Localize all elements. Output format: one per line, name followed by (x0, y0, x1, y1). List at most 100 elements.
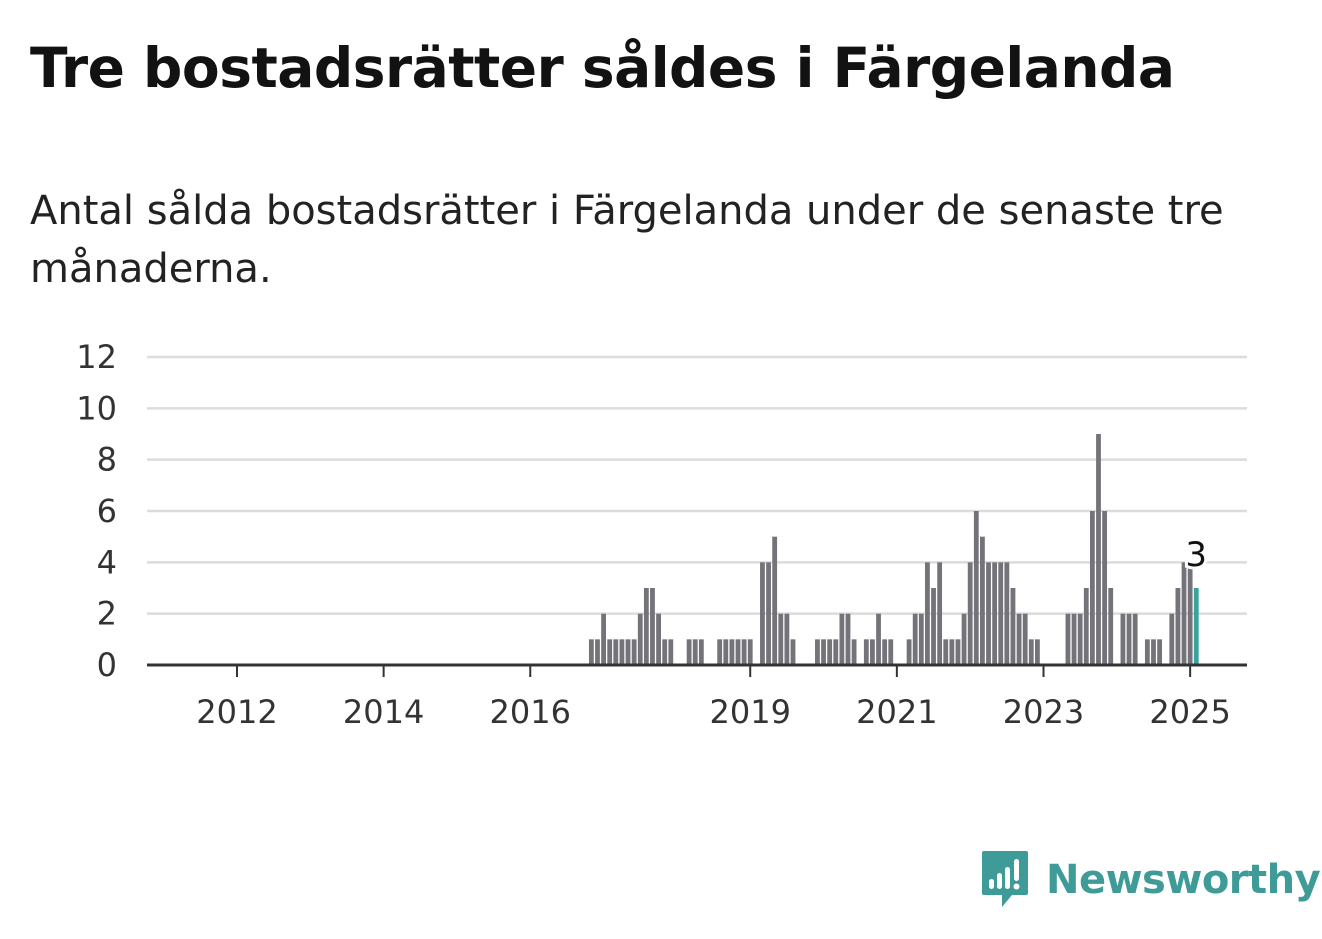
bar (833, 639, 839, 665)
bar (961, 613, 967, 665)
bar (973, 511, 979, 665)
y-tick-label: 0 (97, 646, 117, 684)
y-tick-label: 6 (97, 492, 117, 530)
bar (1157, 639, 1162, 665)
x-axis-ticks: 2012 2014 2016 2019 2021 2023 2025 (196, 665, 1231, 731)
bar (851, 639, 857, 665)
bar (1077, 613, 1083, 665)
newsworthy-logo-icon (982, 851, 1028, 907)
bar (717, 639, 723, 665)
x-tick-label: 2021 (856, 693, 937, 731)
bar (1181, 562, 1187, 665)
bars (588, 434, 1199, 665)
bar (1016, 613, 1022, 665)
bar (1022, 613, 1028, 665)
bar (668, 639, 674, 665)
bar (619, 639, 625, 665)
bar (876, 613, 881, 665)
bar (595, 639, 600, 665)
bar (643, 588, 649, 665)
bar (1108, 588, 1114, 665)
y-tick-label: 4 (97, 543, 117, 581)
y-tick-label: 8 (97, 441, 117, 479)
bar (741, 639, 747, 665)
x-tick-label: 2016 (490, 693, 571, 731)
bar (637, 613, 643, 665)
bar-highlight (1193, 588, 1199, 665)
bar (1028, 639, 1034, 665)
bar (729, 639, 735, 665)
bar (1175, 588, 1181, 665)
bar (698, 639, 704, 665)
bar (1083, 588, 1089, 665)
bar (766, 562, 771, 665)
bar (815, 639, 820, 665)
y-tick-label: 12 (76, 338, 117, 376)
y-axis-ticks: 0 2 4 6 8 10 12 (76, 338, 117, 684)
bar (931, 588, 936, 665)
x-tick-label: 2025 (1149, 693, 1230, 731)
chart-subtitle: Antal sålda bostadsrätter i Färgelanda u… (30, 188, 1224, 292)
bar (625, 639, 631, 665)
bar (735, 639, 741, 665)
bar (778, 613, 784, 665)
bar (839, 613, 845, 665)
bar (1010, 588, 1016, 665)
y-tick-label: 2 (97, 595, 117, 633)
bar (662, 639, 668, 665)
bar (888, 639, 894, 665)
bar (723, 639, 729, 665)
bar (827, 639, 833, 665)
bar (686, 639, 692, 665)
bar (1096, 434, 1101, 665)
bar (772, 536, 778, 665)
bar (650, 588, 655, 665)
x-tick-label: 2023 (1003, 693, 1084, 731)
bar (906, 639, 912, 665)
bar (992, 562, 998, 665)
bar (870, 639, 875, 665)
bar (692, 639, 698, 665)
y-tick-label: 10 (76, 389, 117, 427)
bar (1034, 639, 1040, 665)
bar (967, 562, 973, 665)
bar (918, 613, 924, 665)
bar (821, 639, 826, 665)
bar (1102, 511, 1107, 665)
bar (631, 639, 637, 665)
bar (937, 562, 943, 665)
bar (1126, 613, 1132, 665)
bar (955, 639, 961, 665)
highlight-data-label: 3 (1185, 535, 1207, 575)
bar (949, 639, 955, 665)
bar (980, 536, 985, 665)
bar (1132, 613, 1138, 665)
bar (1065, 613, 1071, 665)
bar (1071, 613, 1077, 665)
bar (912, 613, 918, 665)
bar (1169, 613, 1175, 665)
bar (607, 639, 613, 665)
x-tick-label: 2019 (710, 693, 791, 731)
x-tick-label: 2014 (343, 693, 424, 731)
bar (925, 562, 930, 665)
bar (1187, 562, 1193, 665)
chart-title: Tre bostadsrätter såldes i Färgelanda (30, 36, 1175, 100)
bar (790, 639, 796, 665)
bar (998, 562, 1004, 665)
data-labels: 3 (1182, 532, 1210, 578)
bar (656, 613, 661, 665)
bar (613, 639, 619, 665)
grid-lines (147, 355, 1247, 615)
bar (1120, 613, 1126, 665)
bar (1089, 511, 1095, 665)
bar (845, 613, 851, 665)
bar (747, 639, 753, 665)
bar (943, 639, 949, 665)
brand-name: Newsworthy (1046, 857, 1321, 903)
bar (882, 639, 888, 665)
brand-logo: Newsworthy (980, 848, 1321, 912)
bar (760, 562, 765, 665)
bar (863, 639, 869, 665)
